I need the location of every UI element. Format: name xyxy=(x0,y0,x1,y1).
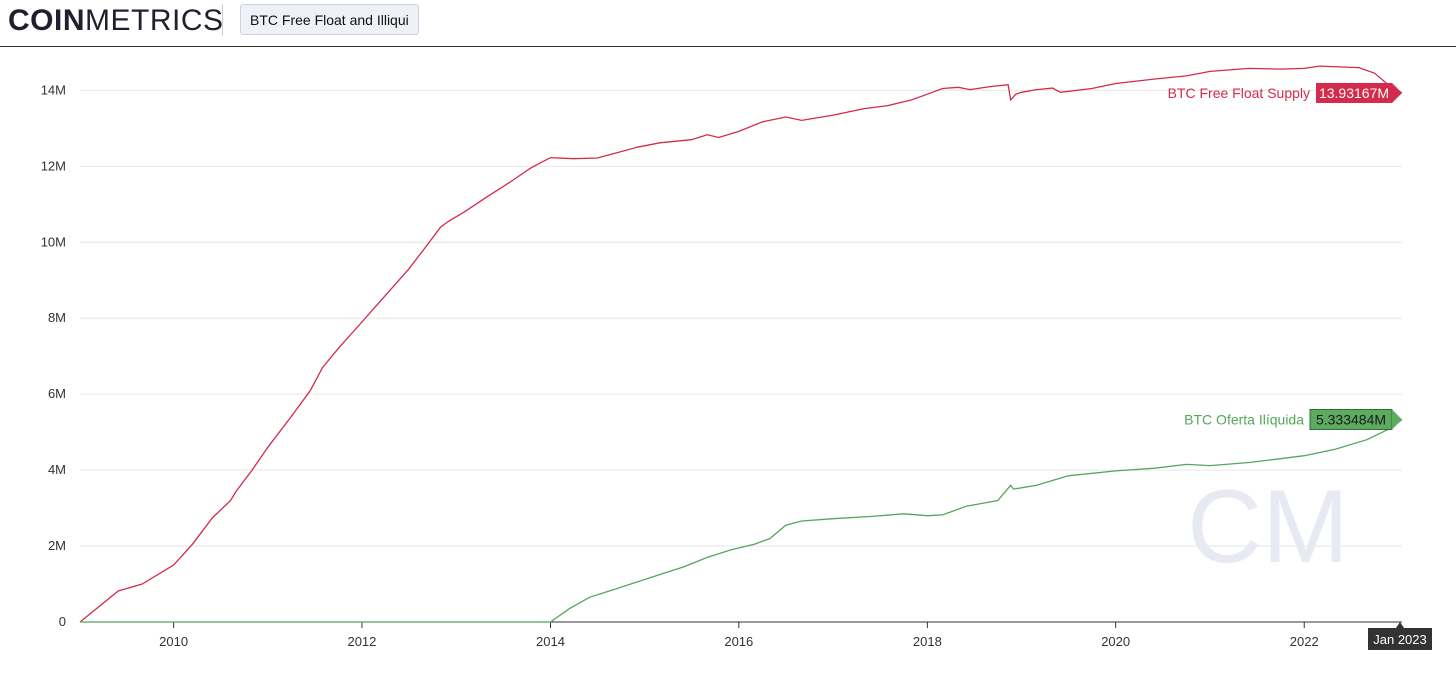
chart-title-tab[interactable]: BTC Free Float and Illiqui xyxy=(240,4,419,35)
x-tick-label: 2020 xyxy=(1101,634,1130,649)
header-divider xyxy=(222,4,223,36)
series-lines xyxy=(79,65,1403,623)
illiquid-supply-end-label: 5.333484M BTC Oferta Ilíquida xyxy=(1184,408,1402,430)
coinmetrics-logo[interactable]: COINMETRICS xyxy=(8,4,224,37)
cm-watermark: CM xyxy=(1187,469,1349,585)
x-tick-label: 2014 xyxy=(536,634,565,649)
y-tick-label: 8M xyxy=(48,310,66,325)
free-float-supply-line[interactable] xyxy=(79,65,1403,623)
illiquid-supply-name-label: BTC Oferta Ilíquida xyxy=(1184,411,1304,427)
free-float-supply-end-label: 13.93167M BTC Free Float Supply xyxy=(1168,82,1402,103)
logo-coin-text: COIN xyxy=(8,4,85,37)
y-tick-label: 4M xyxy=(48,462,66,477)
x-tick-label: 2016 xyxy=(724,634,753,649)
crosshair-label-pointer xyxy=(1396,622,1404,628)
x-tick-label: 2010 xyxy=(159,634,188,649)
logo-metrics-text: METRICS xyxy=(85,4,224,37)
series-labels: 13.93167M BTC Free Float Supply 5.333484M B… xyxy=(1168,82,1402,430)
y-tick-label: 14M xyxy=(41,82,66,97)
y-tick-label: 12M xyxy=(41,158,66,173)
free-float-supply-value-text: 13.93167M xyxy=(1319,85,1389,101)
crosshair-date-label: Jan 2023 xyxy=(1368,622,1432,650)
y-tick-label: 10M xyxy=(41,234,66,249)
x-tick-label: 2022 xyxy=(1290,634,1319,649)
illiquid-supply-value-text: 5.333484M xyxy=(1316,411,1386,427)
x-tick-label: 2012 xyxy=(347,634,376,649)
free-float-supply-name-label: BTC Free Float Supply xyxy=(1168,85,1310,101)
y-tick-label: 2M xyxy=(48,538,66,553)
x-tick-label: 2018 xyxy=(913,634,942,649)
free-float-supply-value-badge xyxy=(1316,82,1392,103)
header-bar: COINMETRICS BTC Free Float and Illiqui xyxy=(0,0,1456,47)
crosshair-label-bg xyxy=(1368,628,1432,650)
illiquid-supply-line[interactable] xyxy=(80,418,1403,623)
illiquid-supply-badge-pointer xyxy=(1392,409,1402,430)
y-tick-label: 0 xyxy=(59,614,66,629)
free-float-supply-badge-pointer xyxy=(1392,82,1402,103)
gridlines xyxy=(80,89,1402,547)
y-tick-label: 6M xyxy=(48,386,66,401)
crosshair-label-text: Jan 2023 xyxy=(1373,632,1427,647)
